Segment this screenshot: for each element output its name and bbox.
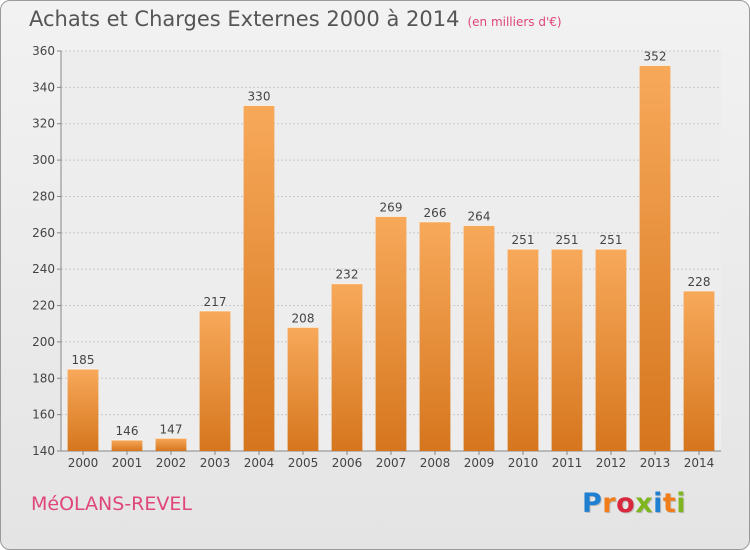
x-tick-label: 2003	[200, 456, 231, 470]
x-tick-label: 2005	[288, 456, 319, 470]
data-label: 228	[688, 275, 711, 289]
data-label: 352	[644, 50, 667, 64]
x-tick-label: 2014	[684, 456, 715, 470]
x-tick-label: 2002	[156, 456, 187, 470]
logo-letter: i	[676, 488, 687, 519]
bar-2006	[331, 283, 363, 451]
data-label: 251	[512, 233, 535, 247]
bar-2008	[419, 221, 451, 451]
x-tick-label: 2008	[420, 456, 451, 470]
bar-2010	[507, 249, 539, 451]
proxiti-logo[interactable]: Proxiti	[582, 488, 686, 519]
logo-letter: o	[616, 488, 636, 519]
bar-2007	[375, 216, 407, 451]
x-tick-label: 2001	[112, 456, 143, 470]
x-tick-label: 2004	[244, 456, 275, 470]
data-label: 147	[160, 422, 183, 436]
y-tick-label: 320	[32, 117, 55, 131]
bar-2003	[199, 311, 231, 451]
chart-unit: (en milliers d'€)	[467, 15, 562, 29]
logo-letter: t	[662, 488, 677, 519]
data-label: 146	[116, 424, 139, 438]
data-label: 266	[424, 206, 447, 220]
data-label: 251	[600, 233, 623, 247]
x-tick-label: 2000	[68, 456, 99, 470]
logo-letter: x	[635, 488, 654, 519]
data-label: 330	[248, 90, 271, 104]
data-label: 232	[336, 268, 359, 282]
y-tick-label: 220	[32, 299, 55, 313]
bar-2001	[111, 440, 143, 451]
data-label: 208	[292, 311, 315, 325]
y-tick-label: 260	[32, 226, 55, 240]
x-tick-label: 2006	[332, 456, 363, 470]
y-tick-label: 240	[32, 262, 55, 276]
y-tick-label: 360	[32, 44, 55, 58]
chart-title-text: Achats et Charges Externes 2000 à 2014	[29, 7, 460, 31]
x-tick-label: 2007	[376, 456, 407, 470]
bar-2009	[463, 225, 495, 451]
bar-2002	[155, 438, 187, 451]
x-tick-label: 2013	[640, 456, 671, 470]
y-tick-label: 340	[32, 80, 55, 94]
data-label: 185	[72, 353, 95, 367]
bar-2004	[243, 105, 275, 451]
bar-2012	[595, 249, 627, 451]
data-label: 217	[204, 295, 227, 309]
x-tick-label: 2010	[508, 456, 539, 470]
x-tick-label: 2012	[596, 456, 627, 470]
chart-title: Achats et Charges Externes 2000 à 2014 (e…	[29, 7, 562, 31]
logo-letter: P	[582, 488, 603, 519]
y-tick-label: 200	[32, 335, 55, 349]
bar-2000	[67, 369, 99, 451]
bar-2013	[639, 65, 671, 451]
y-tick-label: 160	[32, 408, 55, 422]
commune-name: MéOLANS-REVEL	[31, 493, 192, 515]
y-tick-label: 180	[32, 371, 55, 385]
bar-2011	[551, 249, 583, 451]
data-label: 251	[556, 233, 579, 247]
logo-letter: r	[602, 488, 617, 519]
logo-letter: i	[653, 488, 663, 519]
y-tick-label: 280	[32, 189, 55, 203]
data-label: 269	[380, 200, 403, 214]
x-tick-label: 2009	[464, 456, 495, 470]
bar-2014	[683, 291, 715, 451]
data-label: 264	[468, 210, 491, 224]
bar-2005	[287, 327, 319, 451]
y-tick-label: 140	[32, 444, 55, 458]
x-tick-label: 2011	[552, 456, 583, 470]
y-tick-label: 300	[32, 153, 55, 167]
